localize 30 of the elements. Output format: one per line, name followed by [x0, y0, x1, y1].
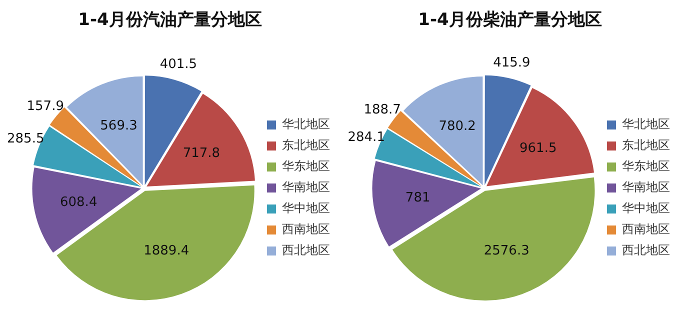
legend-label: 西北地区: [622, 243, 670, 258]
data-label: 1889.4: [144, 243, 190, 258]
data-label: 781: [405, 190, 430, 206]
chart-title: 1-4月份汽油产量分地区: [77, 9, 263, 32]
legend-label: 东北地区: [622, 138, 670, 152]
legend-label: 华南地区: [282, 180, 330, 194]
data-label: 157.9: [26, 98, 64, 114]
legend-label: 西北地区: [282, 243, 330, 258]
data-label: 401.5: [160, 57, 198, 72]
legend-label: 华东地区: [622, 159, 670, 174]
data-label: 415.9: [493, 55, 530, 70]
legend-label: 西南地区: [622, 222, 670, 236]
data-label: 717.8: [182, 146, 220, 162]
data-label: 608.4: [60, 194, 98, 210]
legend-label: 东北地区: [282, 138, 330, 152]
data-label: 569.3: [100, 118, 138, 134]
legend-label: 西南地区: [282, 222, 330, 236]
legend-label: 华中地区: [282, 201, 330, 216]
data-label: 188.7: [364, 102, 401, 118]
chart-title: 1-4月份柴油产量分地区: [417, 9, 603, 32]
data-label: 284.1: [348, 130, 385, 145]
data-label: 2576.3: [484, 243, 530, 258]
data-label: 961.5: [520, 140, 557, 156]
legend-label: 华东地区: [282, 159, 330, 174]
legend-label: 华中地区: [622, 201, 670, 216]
data-label: 780.2: [438, 118, 476, 134]
legend-label: 华南地区: [622, 180, 670, 194]
legend-label: 华北地区: [622, 117, 670, 132]
data-label: 285.5: [7, 132, 44, 147]
legend-label: 华北地区: [282, 117, 330, 132]
